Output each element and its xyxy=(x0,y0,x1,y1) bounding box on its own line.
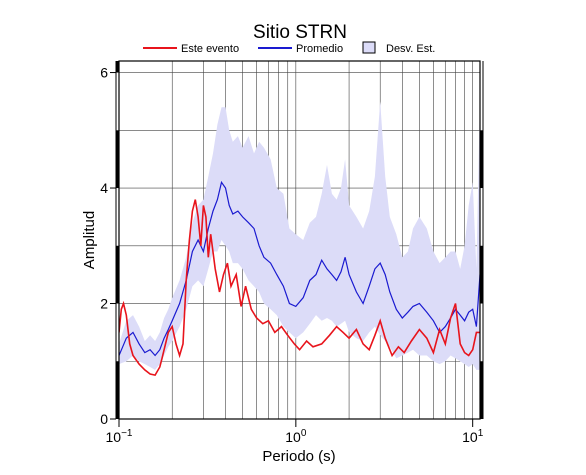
plot-border xyxy=(118,60,481,420)
std-band xyxy=(119,95,480,370)
legend-label-este: Este evento xyxy=(181,43,239,55)
frame-check-right xyxy=(480,130,483,189)
frame-check-left xyxy=(116,361,119,419)
plot-frame xyxy=(115,60,484,420)
y-tick-label: 4 xyxy=(100,180,108,196)
chart-title: Sitio STRN xyxy=(253,22,347,43)
frame-check-right xyxy=(480,361,483,419)
y-tick-label: 2 xyxy=(100,296,108,312)
frame-check-left xyxy=(116,130,119,189)
x-tick-label: 100 xyxy=(285,428,307,445)
x-tick-label: 10−1 xyxy=(106,428,133,445)
y-tick-label: 6 xyxy=(100,65,108,81)
tick-labels: 0 2 4 6 10−1 100 101 xyxy=(100,65,483,445)
legend-swatch-desv xyxy=(362,41,376,54)
y-axis-title: Amplitud xyxy=(81,211,98,269)
y-tick-label: 0 xyxy=(100,411,108,427)
legend-label-desv: Desv. Est. xyxy=(386,43,435,55)
x-axis-title: Periodo (s) xyxy=(262,448,335,465)
frame-check-right xyxy=(480,245,483,304)
legend-label-promedio: Promedio xyxy=(296,43,343,55)
este-evento-line xyxy=(119,199,480,377)
x-tick-label: 101 xyxy=(462,428,484,445)
frame-check-left-top xyxy=(116,61,119,73)
promedio-line xyxy=(119,180,480,357)
frame-check-left xyxy=(116,245,119,304)
legend: Este evento Promedio Desv. Est. xyxy=(143,41,435,55)
